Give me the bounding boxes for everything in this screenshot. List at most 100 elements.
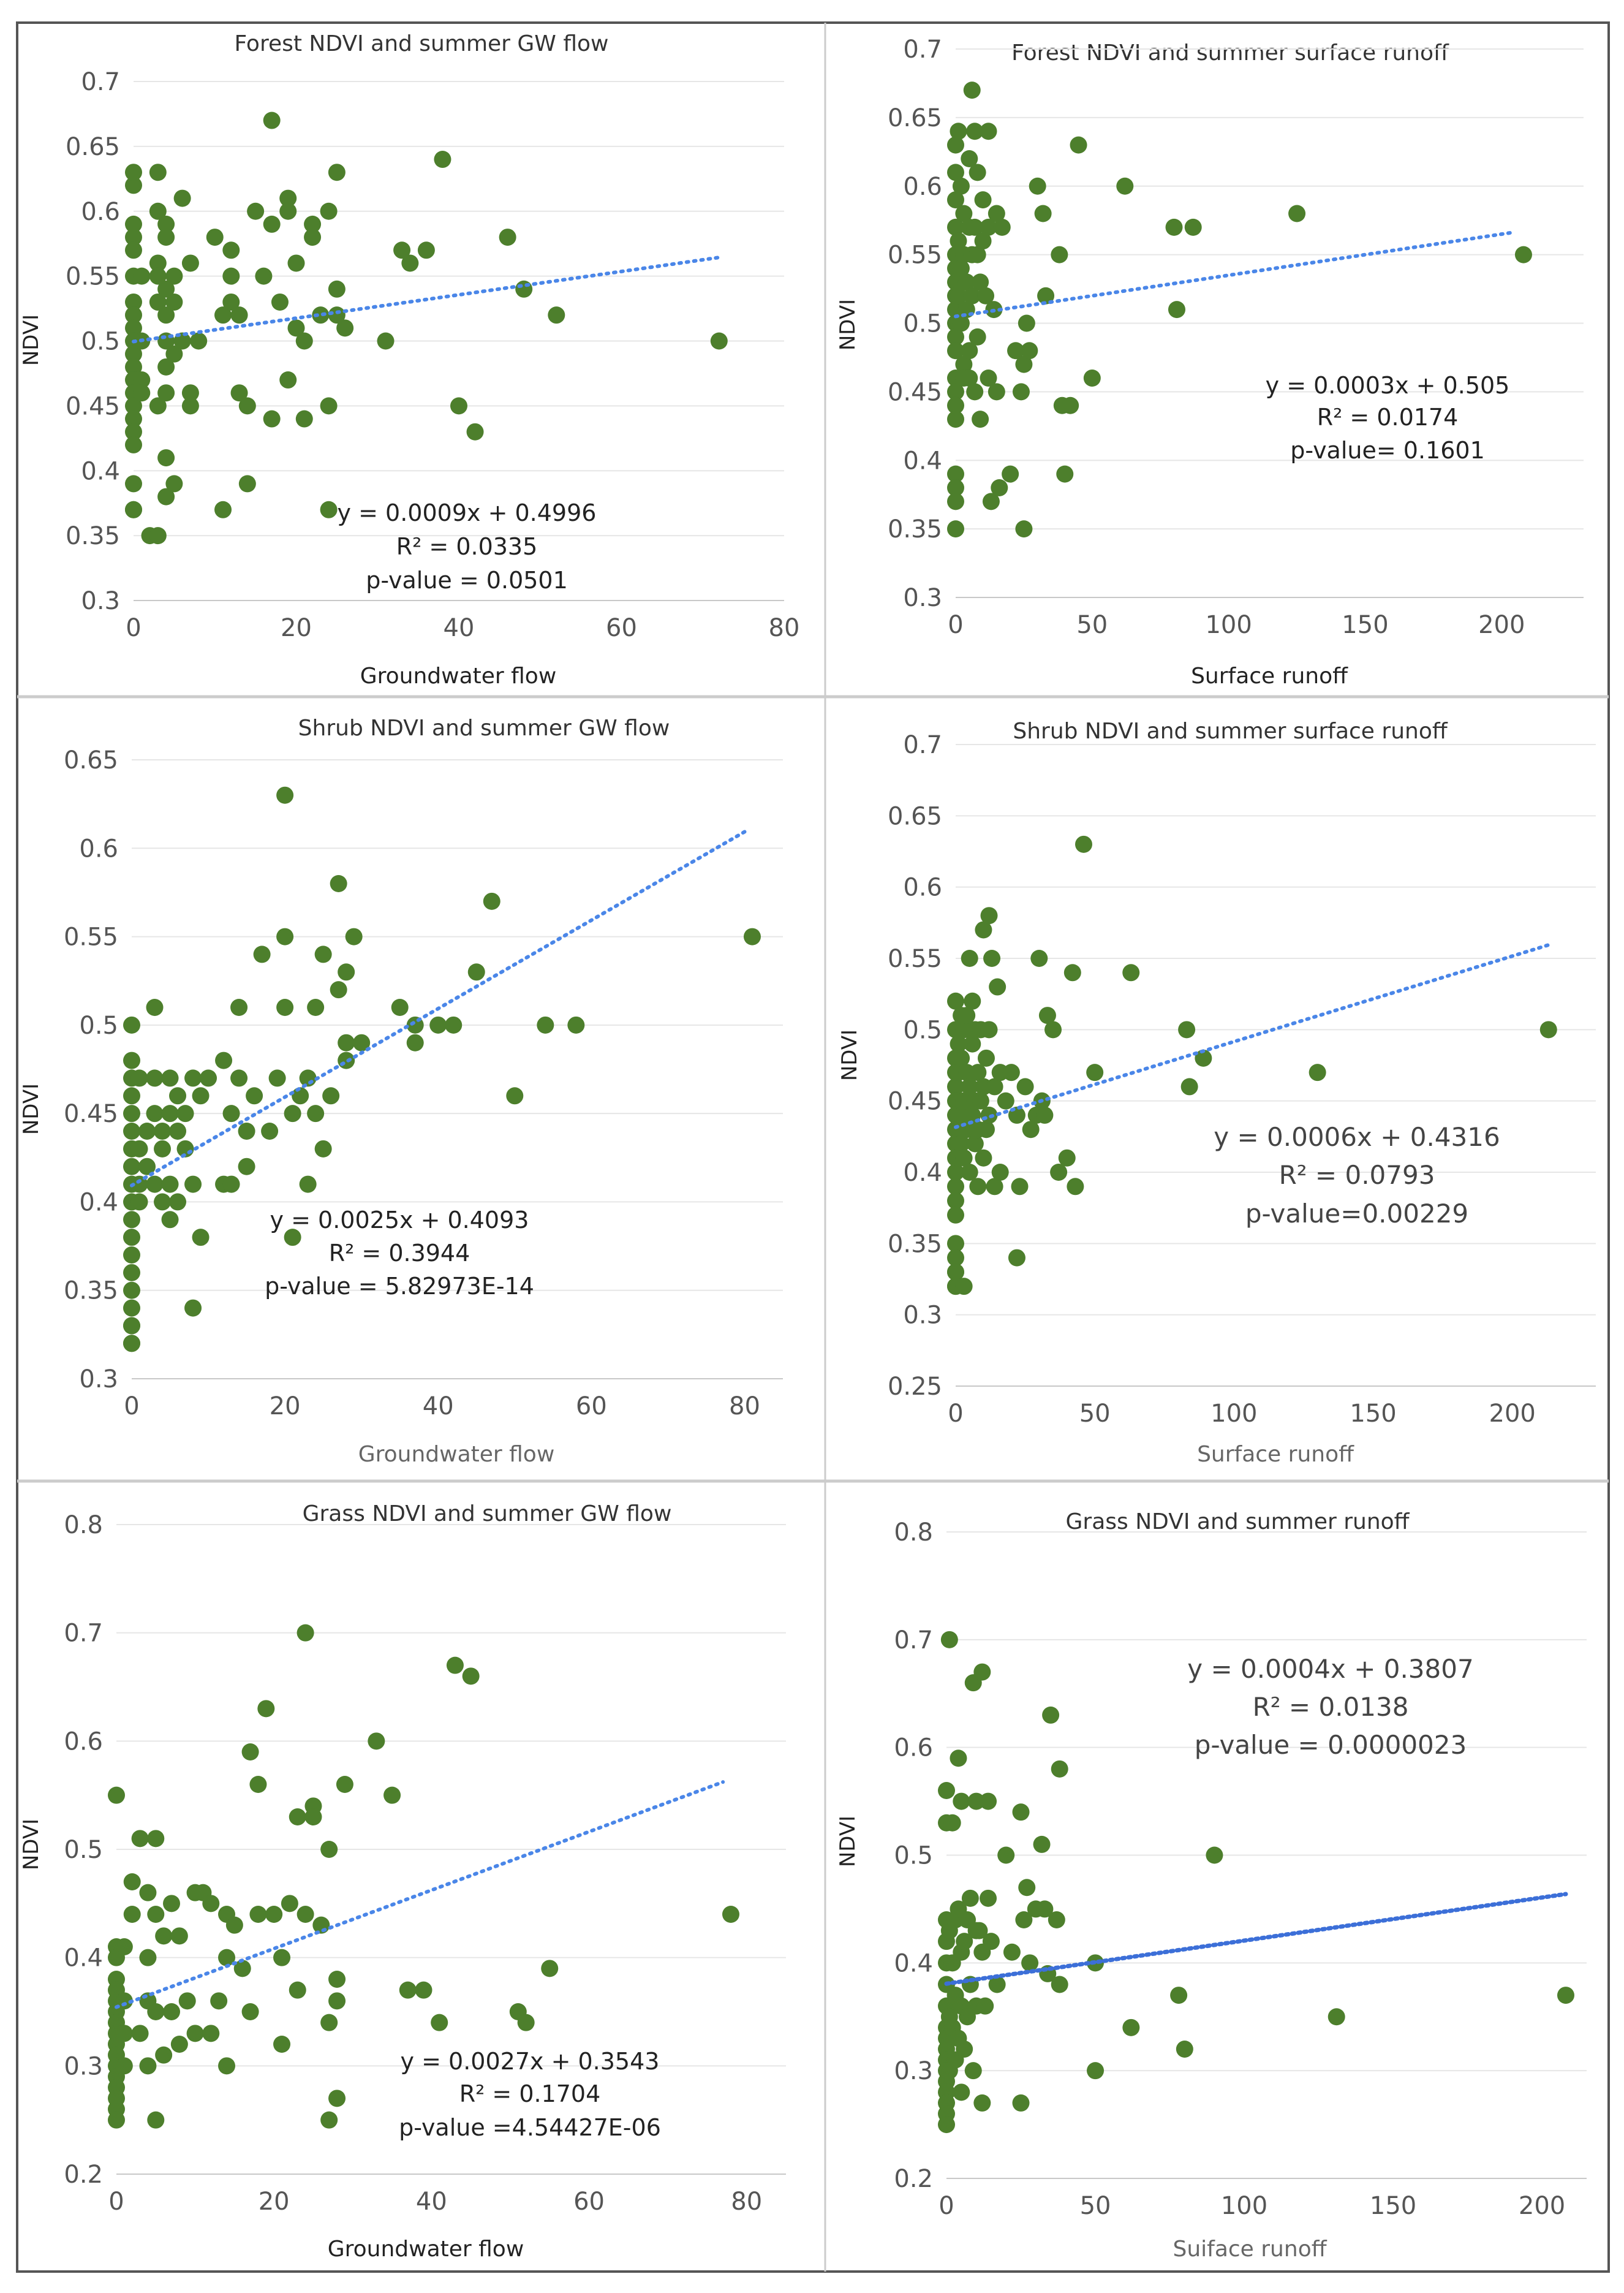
data-point [1514, 246, 1532, 263]
chart-forest-runoff: Forest NDVI and summer surface runoff 0.… [836, 36, 1584, 689]
data-point [320, 2014, 338, 2031]
data-point [287, 319, 305, 337]
y-tick-label: 0.5 [894, 1842, 933, 1870]
data-point [969, 1064, 987, 1082]
data-point [988, 1976, 1006, 1993]
data-point [149, 267, 167, 285]
data-point [130, 1175, 148, 1193]
data-point [215, 1052, 233, 1069]
data-point [222, 241, 240, 259]
data-point [973, 2094, 991, 2112]
r-squared-text: R² = 0.0174 [1317, 404, 1459, 431]
data-point [947, 1192, 964, 1210]
y-ticks: 0.25 0.3 0.35 0.4 0.45 0.5 0.55 0.6 0.65 0.7 [888, 731, 942, 1401]
data-point [320, 2111, 338, 2129]
x-tick-label: 50 [1080, 2192, 1111, 2220]
data-point [974, 191, 992, 209]
data-point [961, 1164, 978, 1181]
data-point [950, 232, 967, 250]
data-point [161, 1105, 179, 1123]
data-point [943, 1814, 961, 1832]
data-point [271, 293, 289, 311]
data-point [163, 2003, 181, 2020]
data-point [263, 215, 281, 233]
data-point [988, 383, 1005, 401]
data-point [123, 1335, 140, 1352]
data-point [958, 1007, 976, 1025]
x-tick-label: 60 [573, 2188, 605, 2216]
data-point [276, 999, 294, 1016]
x-ticks: 0 20 40 60 80 [108, 2188, 762, 2216]
data-point [966, 1135, 984, 1153]
data-point [184, 1069, 202, 1087]
data-point [1180, 1078, 1198, 1096]
data-point [1011, 1178, 1029, 1196]
chart-title: Shrub NDVI and summer GW flow [298, 716, 670, 741]
data-point [163, 1895, 181, 1912]
data-point [986, 1178, 1003, 1196]
data-point [115, 2025, 133, 2042]
data-point [289, 1808, 306, 1825]
data-point [149, 527, 167, 545]
data-point [276, 786, 294, 804]
data-point [146, 1105, 164, 1123]
x-ticks: 0 20 40 60 80 [126, 614, 799, 642]
data-point [1309, 1064, 1326, 1082]
data-point [147, 2111, 165, 2129]
y-tick-label: 0.5 [903, 310, 942, 338]
y-ticks: 0.3 0.35 0.4 0.45 0.5 0.55 0.6 0.65 [64, 746, 118, 1393]
y-tick-label: 0.7 [64, 1620, 103, 1648]
x-tick-label: 50 [1079, 1400, 1111, 1428]
equation-text: y = 0.0003x + 0.505 [1266, 372, 1510, 399]
x-axis-label: Suiface runoff [1173, 2237, 1327, 2262]
scatter-points [947, 81, 1532, 538]
data-point [222, 293, 240, 311]
p-value-text: p-value= 0.1601 [1290, 437, 1485, 464]
r-squared-text: R² = 0.0793 [1279, 1160, 1435, 1190]
y-tick-label: 0.65 [888, 802, 942, 830]
y-tick-label: 0.45 [888, 378, 942, 406]
chart-shrub-gw: Shrub NDVI and summer GW flow 0.3 0.35 0.4… [19, 716, 783, 1467]
data-point [279, 202, 297, 220]
data-point [1557, 1987, 1574, 2004]
data-point [940, 1631, 958, 1648]
data-point [149, 397, 167, 415]
data-point [961, 950, 978, 967]
data-point [993, 218, 1011, 236]
data-point [950, 1749, 967, 1767]
scatter-points [947, 835, 1557, 1295]
data-point [980, 1889, 997, 1907]
data-point [1062, 396, 1079, 414]
data-point [230, 1069, 248, 1087]
x-tick-label: 40 [423, 1392, 454, 1420]
data-point [287, 254, 305, 272]
regression-annotation: y = 0.0009x + 0.4996 R² = 0.0335 p-value… [338, 499, 597, 594]
y-axis-label: NDVI [836, 1816, 860, 1867]
data-point [467, 963, 485, 981]
data-point [138, 1158, 156, 1175]
data-point [281, 1895, 298, 1912]
data-point [964, 1035, 981, 1053]
data-point [1036, 1106, 1054, 1124]
data-point [1184, 218, 1202, 236]
data-point [173, 189, 191, 207]
data-point [1086, 1064, 1104, 1082]
data-point [115, 2057, 133, 2075]
data-point [961, 150, 978, 167]
data-point [320, 1841, 338, 1858]
gridlines [132, 759, 783, 1379]
data-point [499, 229, 516, 246]
x-tick-label: 20 [259, 2188, 290, 2216]
data-point [265, 1906, 283, 1923]
data-point [149, 254, 167, 272]
data-point [123, 1906, 141, 1923]
x-tick-label: 50 [1076, 611, 1108, 639]
data-point [947, 411, 964, 428]
y-tick-label: 0.7 [81, 68, 120, 96]
y-ticks: 0.2 0.3 0.4 0.5 0.6 0.7 0.8 [64, 1511, 103, 2189]
r-squared-text: R² = 0.0335 [396, 533, 538, 560]
data-point [130, 1069, 148, 1087]
data-point [328, 280, 346, 298]
y-tick-label: 0.4 [903, 1159, 942, 1187]
data-point [1206, 1846, 1223, 1864]
